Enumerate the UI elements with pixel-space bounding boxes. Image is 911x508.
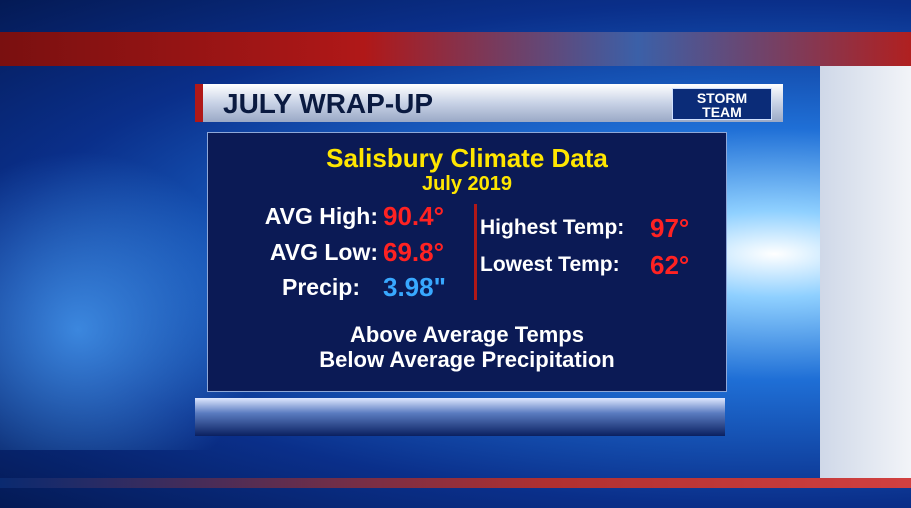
summary-line: Below Average Precipitation	[319, 347, 615, 372]
logo: STORM TEAM	[672, 88, 772, 120]
stat-label: AVG High:	[264, 203, 378, 229]
stat-value: 62°	[650, 250, 690, 280]
stat-value: 69.8°	[383, 237, 445, 267]
stat-label: Lowest Temp:	[480, 253, 620, 276]
stat-value: 90.4°	[383, 201, 445, 231]
stat-label: Highest Temp:	[480, 216, 625, 239]
summary-line: Above Average Temps	[350, 322, 584, 347]
side-panel	[820, 66, 911, 481]
panel-subtitle: July 2019	[421, 173, 513, 195]
logo-text: TEAM	[702, 104, 742, 120]
stripe	[195, 398, 725, 436]
stat-value: 3.98"	[383, 272, 446, 302]
stat-label: Precip:	[282, 274, 360, 300]
stat-label: AVG Low:	[269, 239, 378, 265]
header-title: JULY WRAP-UP	[223, 88, 434, 119]
divider	[474, 204, 477, 300]
stat-value: 97°	[650, 213, 690, 243]
logo-text: STORM	[696, 90, 748, 106]
stripe	[0, 32, 911, 66]
panel-title: Salisbury Climate Data	[326, 143, 608, 173]
data-panel: Salisbury Climate Data July 2019 AVG Hig…	[207, 132, 727, 392]
stripe	[0, 478, 911, 488]
